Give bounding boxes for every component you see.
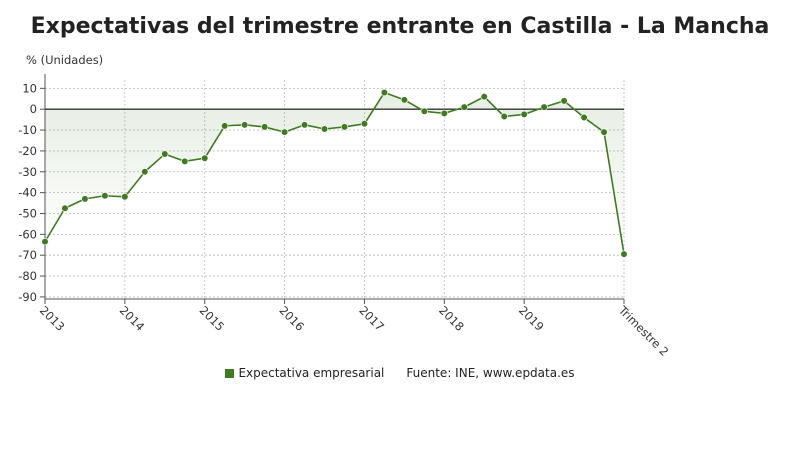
x-tick-label: Trimestre 2 [615,303,671,359]
y-tick-label: -70 [18,248,37,262]
data-point [161,150,169,158]
legend-series-label: Expectativa empresarial [238,366,385,380]
y-tick-label: -30 [18,165,37,179]
data-point [241,121,249,129]
y-tick-label: -80 [18,269,37,283]
data-point [201,154,209,162]
axes [40,74,625,304]
legend-swatch [225,369,235,378]
y-tick-label: -50 [18,206,37,220]
y-tick-label: -10 [18,123,37,137]
data-point [141,168,149,176]
data-point [181,157,189,165]
data-point [280,128,289,136]
data-point [101,192,109,200]
data-point [340,123,349,131]
data-point [400,96,408,104]
data-point [420,107,428,115]
y-tick-label: -20 [18,144,37,158]
data-point [300,121,309,129]
x-tick-label: 2018 [436,303,467,334]
data-point [580,113,588,122]
legend: Expectativa empresarial Fuente: INE, www.… [0,366,800,380]
x-tick-label: 2017 [356,303,387,334]
x-tick-label: 2015 [197,303,228,334]
x-tick-label: 2014 [117,303,148,334]
data-point [61,204,69,212]
data-point [440,109,448,117]
y-tick-label: -90 [18,290,37,304]
y-tick-label: -40 [18,186,37,200]
data-point [360,120,369,128]
y-tick-label: -60 [18,227,37,241]
x-tick-label: 2013 [37,303,68,334]
data-point [460,103,468,111]
y-axis-label: % (Unidades) [26,53,104,67]
data-points [41,88,628,258]
chart-title: Expectativas del trimestre entrante en C… [30,14,770,39]
data-point [320,125,329,133]
data-point [500,112,508,121]
y-tick-label: 0 [30,102,37,116]
data-point [600,128,608,136]
data-point [41,238,49,246]
data-point [380,88,389,97]
data-point [221,122,229,130]
data-point [121,193,129,201]
x-tick-label: 2016 [276,303,307,334]
area-fill [45,92,624,255]
data-point [560,97,568,105]
negative-area [45,92,624,255]
data-point [520,110,528,119]
y-tick-label: 10 [22,81,37,95]
x-tick-label: 2019 [516,303,547,334]
data-point [81,195,89,203]
data-point [480,93,488,101]
data-point [261,123,269,131]
data-point [540,103,548,111]
source-note: Fuente: INE, www.epdata.es [406,366,575,380]
data-point [620,250,628,258]
